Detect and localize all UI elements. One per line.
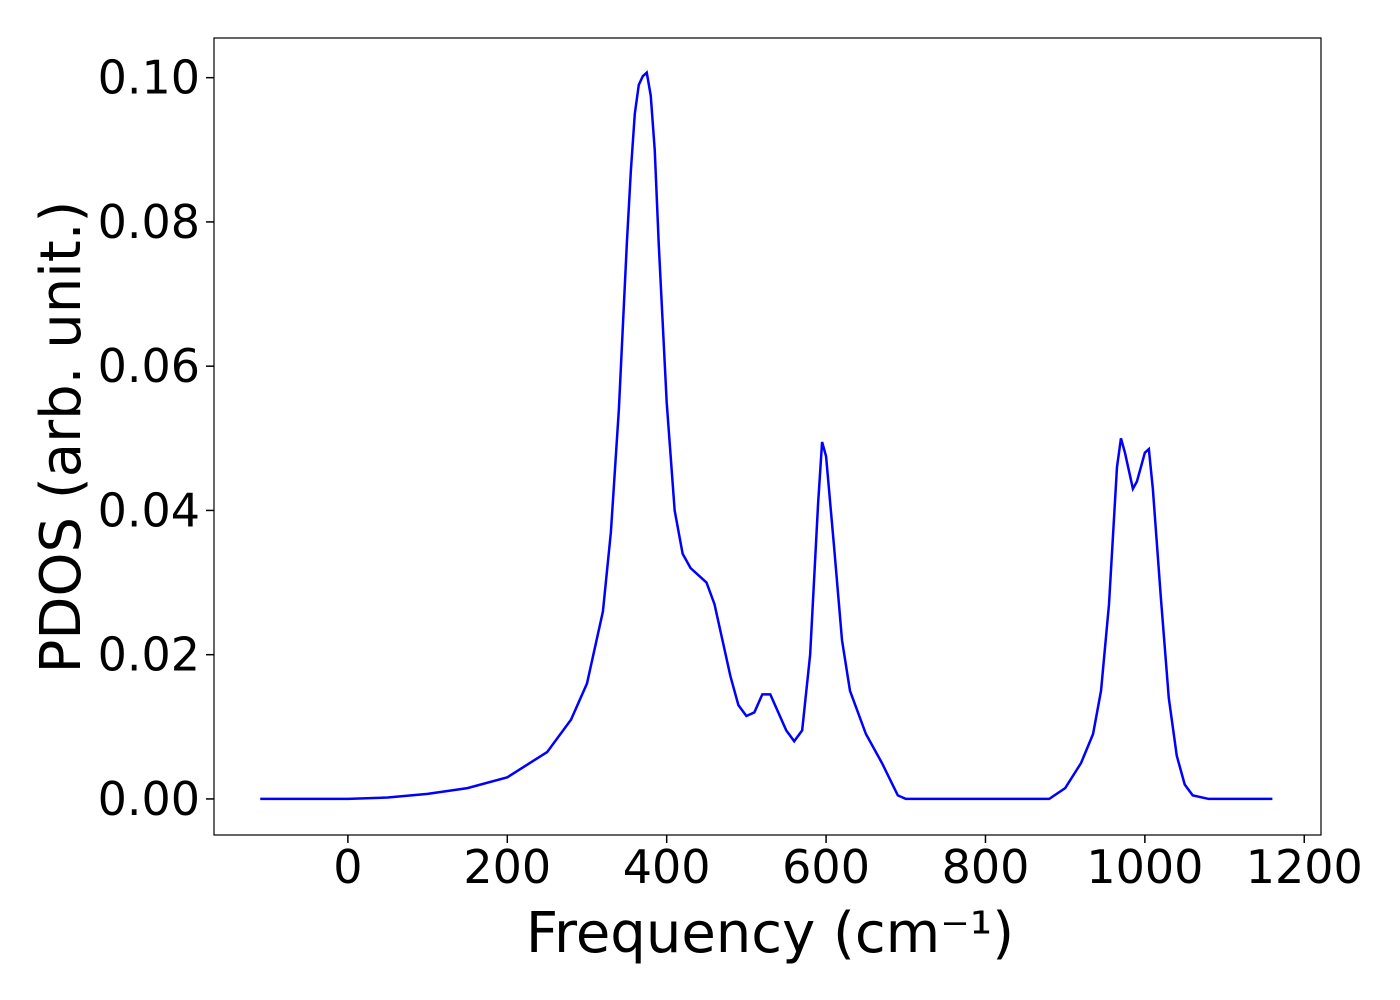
y-tick-label: 0.02	[98, 628, 200, 682]
y-tick-label: 0.10	[98, 51, 200, 105]
y-axis-label: PDOS (arb. unit.)	[29, 201, 94, 674]
y-tick-label: 0.04	[98, 483, 200, 537]
x-tick-label: 600	[782, 840, 870, 894]
data-line	[260, 70, 1273, 801]
y-tick-label: 0.00	[98, 772, 200, 826]
x-tick-label: 1200	[1246, 840, 1363, 894]
x-tick-label: 0	[333, 840, 362, 894]
x-tick-label: 1000	[1086, 840, 1203, 894]
x-tick-label: 400	[623, 840, 711, 894]
x-tick-label: 800	[942, 840, 1030, 894]
y-tick-label: 0.06	[98, 339, 200, 393]
x-tick-label: 200	[463, 840, 551, 894]
plot-frame	[213, 37, 1322, 836]
x-axis-label: Frequency (cm⁻¹)	[526, 901, 1014, 966]
y-tick-label: 0.08	[98, 195, 200, 249]
